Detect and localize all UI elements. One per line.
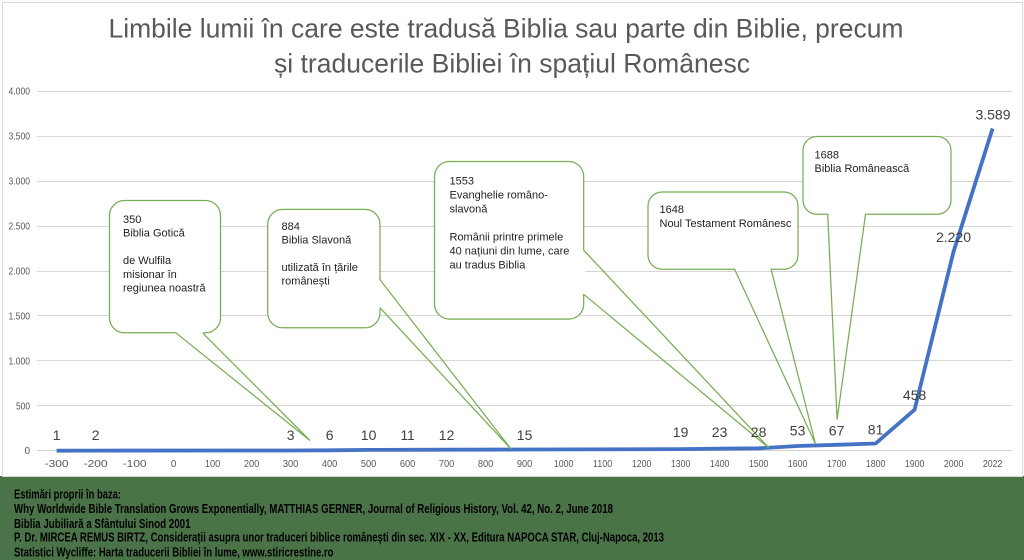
svg-text:Evanghelie româno-: Evanghelie româno-: [450, 189, 549, 201]
svg-text:400: 400: [322, 459, 338, 470]
svg-text:12: 12: [439, 427, 455, 443]
svg-text:6: 6: [326, 427, 334, 443]
svg-text:Limbile lumii în care este tra: Limbile lumii în care este tradusă Bibli…: [109, 14, 904, 44]
svg-text:0: 0: [24, 446, 30, 457]
svg-text:1688: 1688: [815, 150, 839, 162]
svg-text:200: 200: [244, 459, 260, 470]
svg-text:1648: 1648: [660, 204, 684, 216]
svg-text:40 națiuni din lume, care: 40 națiuni din lume, care: [450, 245, 570, 257]
svg-text:2000: 2000: [944, 459, 964, 470]
svg-text:28: 28: [751, 424, 767, 440]
svg-text:-300: -300: [45, 459, 70, 470]
svg-text:1100: 1100: [593, 459, 613, 470]
svg-text:Why Worldwide Bible Translatio: Why Worldwide Bible Translation Grows Ex…: [14, 501, 613, 516]
svg-text:misionar în: misionar în: [123, 269, 177, 281]
svg-text:2.000: 2.000: [9, 266, 31, 277]
svg-text:1200: 1200: [632, 459, 652, 470]
svg-text:10: 10: [361, 427, 377, 443]
svg-text:500: 500: [361, 459, 377, 470]
svg-text:2022: 2022: [983, 459, 1003, 470]
svg-text:au tradus Biblia: au tradus Biblia: [450, 259, 527, 271]
svg-text:-100: -100: [123, 459, 148, 470]
svg-text:700: 700: [439, 459, 455, 470]
svg-text:500: 500: [16, 401, 30, 412]
svg-text:11: 11: [400, 427, 415, 443]
svg-text:4.000: 4.000: [9, 87, 31, 98]
svg-text:67: 67: [829, 423, 845, 439]
svg-text:Statistici Wycliffe: Harta tra: Statistici Wycliffe: Harta traducerii Bi…: [14, 544, 334, 559]
svg-text:23: 23: [712, 424, 728, 440]
svg-text:Noul Testament Românesc: Noul Testament Românesc: [660, 218, 792, 230]
svg-text:-200: -200: [84, 459, 109, 470]
svg-text:2.500: 2.500: [9, 221, 31, 232]
svg-text:P. Dr. MIRCEA REMUS BIRTZ, Con: P. Dr. MIRCEA REMUS BIRTZ, Considerații …: [14, 530, 664, 545]
svg-text:53: 53: [790, 423, 806, 439]
svg-text:3: 3: [287, 427, 295, 443]
svg-text:19: 19: [673, 424, 689, 440]
svg-text:1300: 1300: [671, 459, 691, 470]
svg-text:3.589: 3.589: [975, 107, 1010, 123]
svg-text:1700: 1700: [827, 459, 847, 470]
svg-text:600: 600: [400, 459, 416, 470]
svg-text:884: 884: [282, 221, 300, 233]
svg-text:de Wulfila: de Wulfila: [123, 255, 172, 267]
svg-text:și traducerile Bibliei în spaț: și traducerile Bibliei în spațiul Române…: [274, 49, 750, 79]
svg-text:2.220: 2.220: [936, 229, 971, 245]
svg-text:1553: 1553: [450, 175, 474, 187]
svg-text:Biblia Românească: Biblia Românească: [815, 163, 911, 175]
svg-text:300: 300: [283, 459, 299, 470]
svg-text:Estimări proprii în baza:: Estimări proprii în baza:: [14, 486, 121, 501]
svg-text:1: 1: [53, 427, 61, 443]
svg-text:458: 458: [903, 387, 927, 403]
svg-text:15: 15: [517, 427, 533, 443]
svg-text:utilizată în țările: utilizată în țările: [282, 262, 358, 274]
svg-text:Biblia Slavonă: Biblia Slavonă: [282, 235, 353, 247]
svg-text:slavonă: slavonă: [450, 203, 489, 215]
svg-text:1800: 1800: [866, 459, 886, 470]
svg-text:Biblia Jubiliară a Sfântului S: Biblia Jubiliară a Sfântului Sinod 2001: [14, 516, 191, 531]
svg-text:3.000: 3.000: [9, 177, 31, 188]
svg-text:1600: 1600: [788, 459, 808, 470]
svg-text:Românii printre primele: Românii printre primele: [450, 231, 564, 243]
svg-text:81: 81: [868, 422, 884, 438]
svg-text:Biblia Gotică: Biblia Gotică: [123, 228, 186, 240]
svg-text:0: 0: [171, 459, 177, 470]
svg-text:2: 2: [92, 427, 100, 443]
svg-text:800: 800: [478, 459, 494, 470]
svg-text:350: 350: [123, 214, 141, 226]
svg-text:1900: 1900: [905, 459, 925, 470]
svg-text:regiunea noastră: regiunea noastră: [123, 283, 206, 295]
svg-text:1500: 1500: [749, 459, 769, 470]
svg-text:1400: 1400: [710, 459, 730, 470]
svg-text:100: 100: [205, 459, 221, 470]
svg-text:1.500: 1.500: [9, 311, 31, 322]
svg-text:3.500: 3.500: [9, 132, 31, 143]
svg-text:românești: românești: [282, 276, 330, 288]
svg-text:1000: 1000: [554, 459, 574, 470]
svg-text:1.000: 1.000: [9, 356, 31, 367]
svg-text:900: 900: [517, 459, 533, 470]
